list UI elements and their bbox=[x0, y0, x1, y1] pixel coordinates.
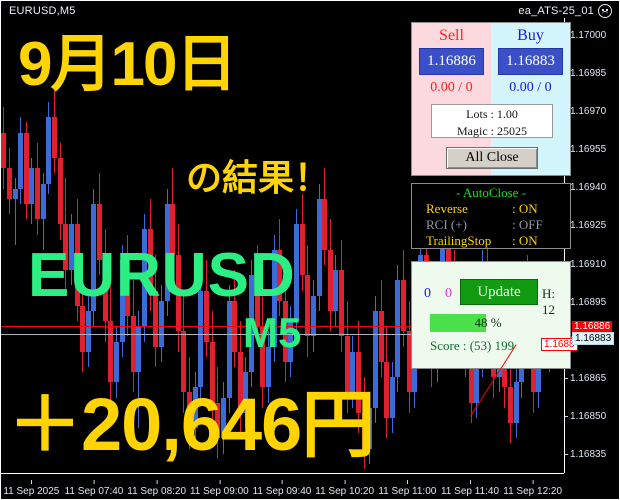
magic-value: Magic : 25025 bbox=[457, 124, 527, 138]
rci-key: RCI (+) bbox=[426, 217, 467, 232]
reverse-value: : ON bbox=[512, 201, 538, 216]
price-tick: 1.16910 bbox=[565, 259, 606, 270]
time-tick: 11 Sep 07:40 bbox=[65, 480, 123, 497]
buy-profit-value: 0.00 / 0 bbox=[509, 80, 552, 95]
overlay-profit-amount: ＋20,646円 bbox=[8, 383, 375, 466]
buy-button[interactable]: 1.16883 bbox=[498, 48, 563, 75]
price-tick: 1.16865 bbox=[565, 373, 606, 384]
update-button[interactable]: Update bbox=[460, 279, 538, 305]
progress-bar-fill bbox=[430, 314, 486, 332]
sell-label: Sell bbox=[439, 27, 464, 44]
time-tick: 11 Sep 10:20 bbox=[315, 480, 374, 497]
score-label: Score : (53) 199 bbox=[430, 338, 515, 353]
trailingstop-value: : ON bbox=[512, 233, 538, 248]
price-tick: 1.16955 bbox=[565, 144, 606, 155]
price-box-tag: 1.1688 bbox=[541, 338, 578, 351]
price-tick: 1.16940 bbox=[565, 182, 606, 193]
price-tick: 1.16925 bbox=[565, 220, 606, 231]
price-tick: 1.17000 bbox=[565, 30, 606, 41]
price-axis[interactable]: 1.17000 1.16985 1.16970 1.16955 1.16940 1.169… bbox=[564, 18, 620, 473]
time-tick: 11 Sep 08:20 bbox=[127, 480, 186, 497]
ea-name-label: ea_ATS-25_01 bbox=[518, 5, 594, 17]
autoclose-row-trailingstop[interactable]: TrailingStop : ON bbox=[412, 233, 570, 249]
reverse-key: Reverse bbox=[426, 201, 468, 216]
price-tick: 1.16970 bbox=[565, 106, 606, 117]
overlay-timeframe-text: M5 bbox=[243, 309, 302, 356]
rci-value: : OFF bbox=[512, 217, 543, 232]
autoclose-panel: - AutoClose - Reverse : ON RCI (+) : OFF… bbox=[411, 183, 571, 249]
counter-blue: 0 bbox=[424, 286, 431, 301]
trailingstop-key: TrailingStop bbox=[426, 233, 492, 248]
sell-profit-value: 0.00 / 0 bbox=[430, 80, 473, 95]
progress-bar: 48 % bbox=[430, 314, 546, 332]
sell-button[interactable]: 1.16886 bbox=[419, 48, 484, 75]
time-tick: 11 Sep 11:40 bbox=[441, 480, 499, 497]
overlay-result-text: の結果！ bbox=[186, 157, 331, 198]
hours-label: H: 12 bbox=[542, 286, 555, 317]
sad-face-icon bbox=[598, 4, 612, 18]
price-tick: 1.16895 bbox=[565, 297, 606, 308]
candlestick-plot[interactable] bbox=[1, 18, 564, 474]
price-level-line bbox=[1, 333, 564, 335]
lots-magic-box: Lots : 1.00 Magic : 25025 bbox=[431, 104, 553, 138]
time-tick: 11 Sep 12:20 bbox=[503, 480, 562, 497]
time-tick: 11 Sep 11:00 bbox=[378, 480, 436, 497]
time-axis[interactable]: 11 Sep 2025 11 Sep 07:40 11 Sep 08:20 11 Se… bbox=[0, 473, 564, 500]
price-tick: 1.16985 bbox=[565, 68, 606, 79]
overlay-pair-text: EURUSD bbox=[28, 241, 296, 310]
autoclose-title: - AutoClose - bbox=[455, 185, 527, 200]
time-tick: 11 Sep 09:40 bbox=[253, 480, 311, 497]
price-tick: 1.16850 bbox=[565, 411, 606, 422]
overlay-date-text: 9月10日 bbox=[18, 30, 237, 99]
price-tick: 1.16835 bbox=[565, 449, 606, 460]
lots-value: Lots : 1.00 bbox=[466, 107, 518, 121]
buy-label: Buy bbox=[517, 27, 544, 44]
update-panel: 0 0 Update H: 12 48 % Score : (53) 199 bbox=[411, 261, 571, 369]
bid-price-tag: 1.16883 bbox=[572, 332, 615, 346]
all-close-button[interactable]: All Close bbox=[446, 147, 538, 169]
progress-percent-label: 48 % bbox=[474, 315, 502, 330]
price-level-line bbox=[1, 326, 564, 328]
time-tick: 11 Sep 09:00 bbox=[190, 480, 249, 497]
chart-title: EURUSD,M5 bbox=[9, 5, 76, 17]
trade-panel: Sell 1.16886 0.00 / 0 Buy 1.16883 0.00 /… bbox=[411, 22, 571, 176]
counter-pink: 0 bbox=[445, 286, 452, 301]
autoclose-row-rci[interactable]: RCI (+) : OFF bbox=[412, 217, 570, 233]
ask-price-tag: 1.16886 bbox=[572, 320, 613, 332]
time-tick: 11 Sep 2025 bbox=[3, 480, 59, 497]
autoclose-row-reverse[interactable]: Reverse : ON bbox=[412, 201, 570, 217]
